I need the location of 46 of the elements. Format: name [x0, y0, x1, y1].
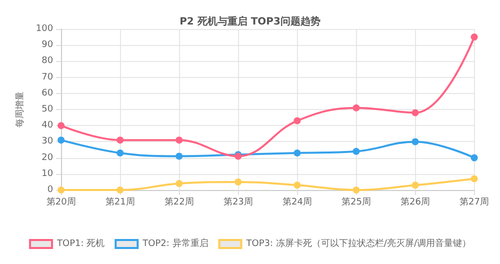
- y-tick-label: 80: [42, 56, 54, 66]
- y-tick-label: 100: [36, 24, 54, 34]
- point: [58, 136, 65, 144]
- point: [470, 175, 478, 182]
- point: [176, 152, 183, 160]
- point: [176, 136, 183, 144]
- x-tick-label: 第26周: [400, 196, 430, 208]
- y-tick-label: 60: [42, 88, 54, 98]
- point: [470, 34, 478, 41]
- y-axis-title: 每周增量: [14, 92, 26, 128]
- legend-label: TOP2: 异常重启: [142, 238, 208, 249]
- y-tick-label: 70: [42, 72, 54, 82]
- point: [470, 154, 478, 162]
- x-tick-label: 第22周: [164, 196, 194, 208]
- y-tick-label: 50: [42, 104, 54, 114]
- point: [58, 122, 65, 130]
- y-tick-label: 30: [42, 136, 54, 147]
- x-tick-label: 第20周: [46, 196, 76, 208]
- point: [176, 180, 183, 188]
- point: [294, 149, 301, 156]
- point: [58, 186, 65, 194]
- x-tick-label: 第27周: [460, 196, 489, 208]
- x-tick-label: 第23周: [223, 196, 253, 208]
- x-tick-label: 第24周: [282, 196, 312, 208]
- y-tick-label: 90: [42, 40, 54, 50]
- legend-label: TOP3: 冻屏卡死（可以下拉状态栏/亮灭屏/调用音量键）: [245, 238, 471, 249]
- point: [294, 117, 301, 124]
- point: [116, 136, 124, 144]
- point: [412, 109, 419, 116]
- y-tick-label: 10: [42, 168, 54, 179]
- point: [352, 104, 360, 112]
- y-tick-label: 40: [42, 120, 54, 131]
- point: [352, 186, 360, 194]
- point: [116, 149, 124, 156]
- y-tick-label: 0: [47, 185, 54, 195]
- point: [412, 138, 419, 146]
- point: [294, 182, 301, 189]
- point: [234, 178, 242, 186]
- x-tick-label: 第25周: [341, 196, 371, 208]
- x-tick-label: 第21周: [105, 196, 135, 208]
- point: [412, 182, 419, 189]
- legend-label: TOP1: 死机: [56, 238, 105, 249]
- y-tick-label: 20: [42, 152, 54, 163]
- chart-title: P2 死机与重启 TOP3问题趋势: [180, 16, 320, 28]
- point: [116, 186, 124, 194]
- point: [352, 148, 360, 155]
